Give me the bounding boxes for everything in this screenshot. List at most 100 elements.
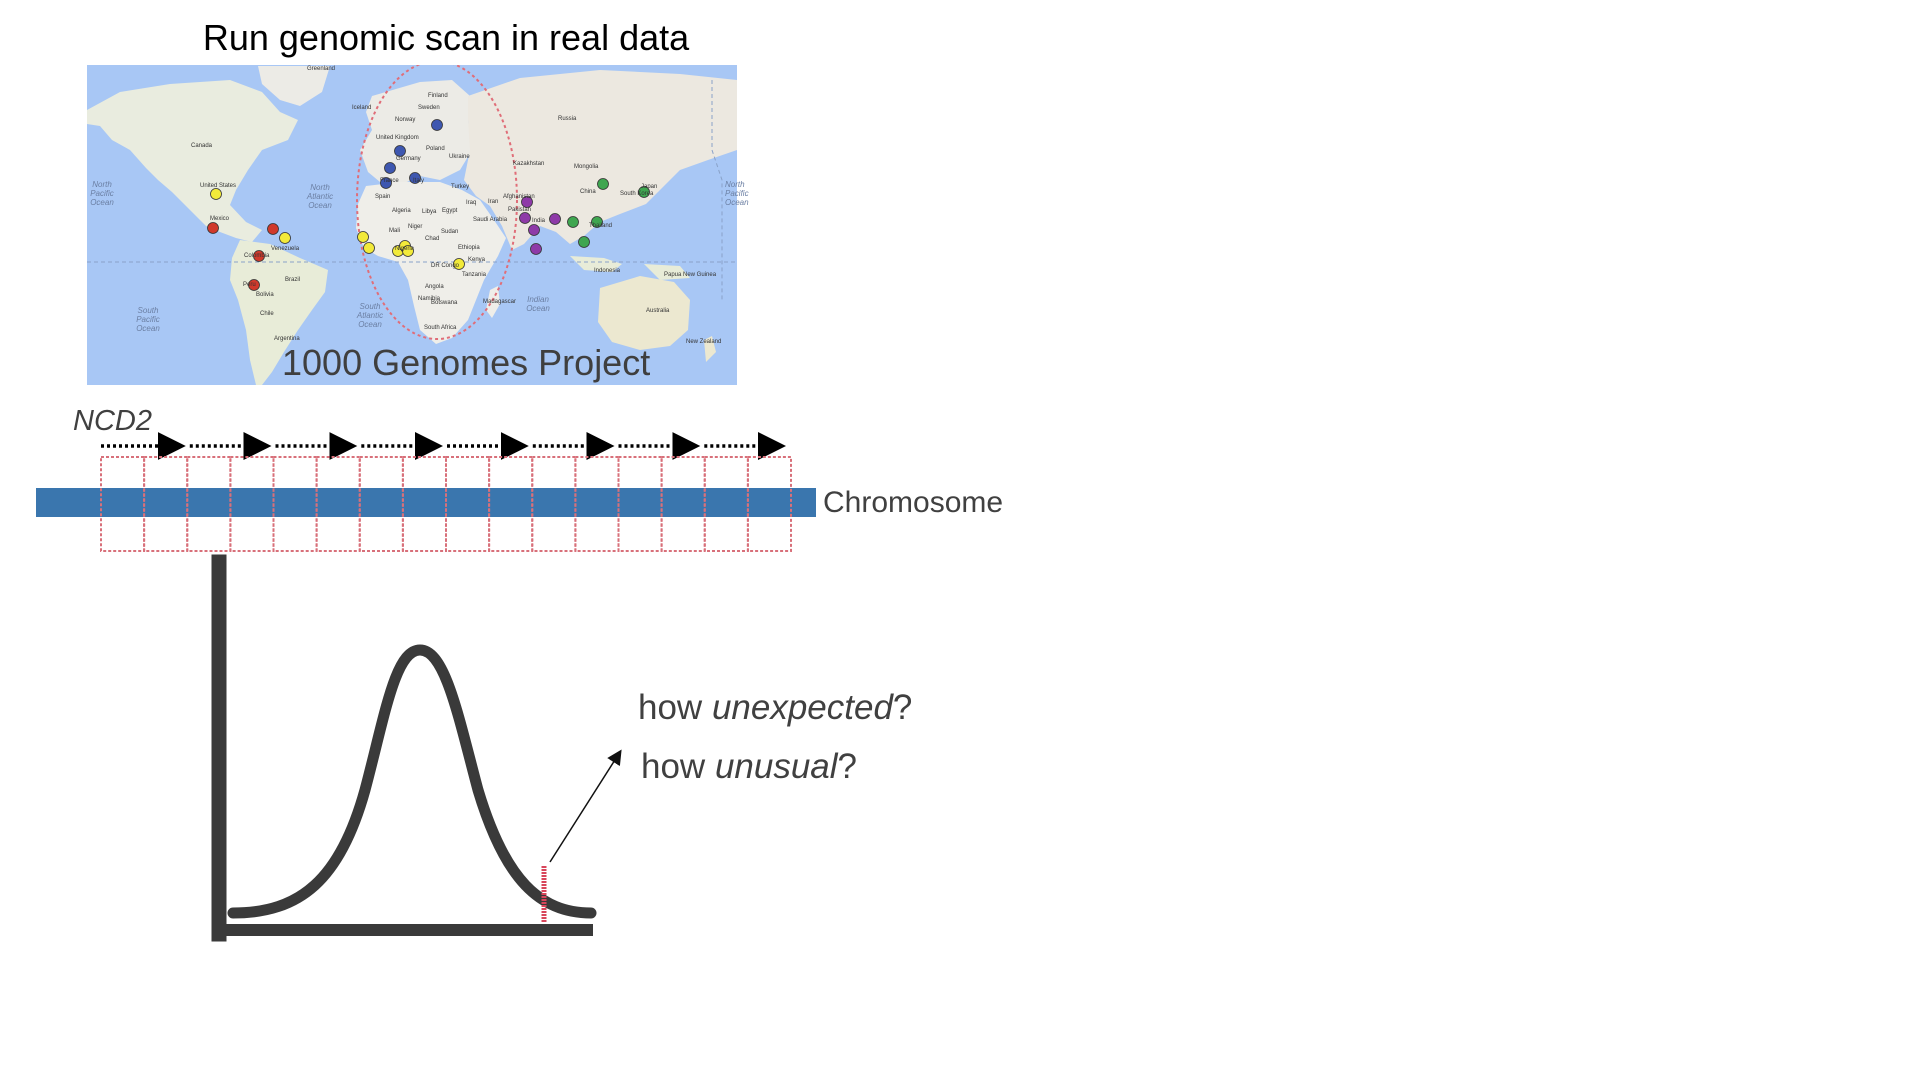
population-dot-amr — [267, 223, 279, 235]
scan-windows — [100, 456, 793, 552]
population-dot-amr — [207, 222, 219, 234]
map-landmass-north-america — [87, 80, 298, 242]
map-ocean-label: North Pacific Ocean — [90, 180, 114, 207]
map-country-label: Colombia — [244, 253, 270, 259]
population-dot-afr — [210, 188, 222, 200]
map-country-label: Madagascar — [483, 299, 517, 305]
map-ocean-label: Indian Ocean — [526, 295, 550, 313]
map-country-label: South Africa — [424, 325, 457, 331]
map-country-label: Kenya — [468, 257, 486, 263]
map-country-label: Namibia — [418, 296, 441, 302]
map-country-label: China — [580, 189, 596, 195]
population-dot-amr — [248, 279, 260, 291]
map-landmass-indonesia — [570, 256, 622, 272]
map-country-label: France — [380, 178, 399, 184]
scan-window — [746, 456, 793, 552]
world-map — [87, 65, 737, 385]
population-dot-afr — [279, 232, 291, 244]
population-dots — [207, 119, 650, 291]
map-ocean-label: South Atlantic Ocean — [356, 302, 384, 329]
map-caption: 1000 Genomes Project — [282, 342, 651, 383]
map-country-label: Libya — [422, 209, 437, 215]
population-dot-eas — [591, 216, 603, 228]
population-dot-afr — [402, 245, 414, 257]
map-country-label: Mali — [389, 228, 401, 234]
slide-title: Run genomic scan in real data — [202, 17, 690, 58]
population-dot-eur — [431, 119, 443, 131]
map-country-label: Angola — [425, 284, 444, 290]
map-ocean-label: South Pacific Ocean — [136, 306, 160, 333]
map-landmass-new-zealand — [704, 336, 716, 362]
population-dot-eas — [597, 178, 609, 190]
question-unusual-prefix: how — [641, 747, 715, 786]
map-country-label: Finland — [428, 93, 448, 99]
map-country-label: Canada — [191, 143, 213, 149]
map-country-label: Sudan — [441, 229, 459, 235]
population-dot-sas — [528, 224, 540, 236]
population-dot-eas — [567, 216, 579, 228]
population-dot-eur — [384, 162, 396, 174]
map-landmass-australia — [598, 276, 690, 350]
map-landmass-south-america — [230, 240, 328, 385]
map-country-label: Mongolia — [574, 164, 599, 170]
map-country-label: Pakistan — [508, 207, 532, 213]
population-dot-sas — [530, 243, 542, 255]
population-dot-eas — [578, 236, 590, 248]
map-country-label: Niger — [408, 224, 423, 230]
map-country-label: Turkey — [451, 184, 470, 190]
map-country-label: Sweden — [418, 105, 440, 111]
chromosome-scan — [36, 432, 816, 552]
map-country-label: Japan — [641, 184, 658, 190]
question-unexpected-prefix: how — [638, 688, 712, 727]
population-dot-eur — [380, 177, 392, 189]
map-country-label: Papua New Guinea — [664, 272, 717, 278]
map-country-label: Australia — [646, 308, 670, 314]
population-dot-amr — [253, 250, 265, 262]
map-country-label: Chile — [260, 311, 274, 317]
map-country-label: Iraq — [466, 200, 477, 206]
null-distribution-plot — [211, 554, 622, 942]
map-landmass-new-guinea — [644, 264, 690, 280]
map-landmass-europe — [360, 80, 472, 186]
map-country-label: Bolivia — [256, 292, 274, 298]
map-country-label: Algeria — [392, 208, 411, 214]
map-landmass-greenland — [258, 66, 330, 106]
map-country-label: Nigeria — [395, 246, 415, 252]
map-country-label: United Kingdom — [376, 135, 419, 141]
map-dateline — [711, 80, 723, 300]
population-dot-afr — [363, 242, 375, 254]
map-country-label: South Korea — [620, 191, 654, 197]
map-country-label: Norway — [395, 117, 416, 123]
map-country-label: Thailand — [589, 223, 613, 229]
population-dot-afr — [357, 231, 369, 243]
map-country-label: Afghanistan — [503, 194, 535, 200]
map-country-label: Mexico — [210, 216, 230, 222]
population-dot-sas — [521, 196, 533, 208]
map-country-label: Brazil — [285, 277, 301, 283]
map-country-label: DR Congo — [431, 263, 460, 269]
map-country-label: Iceland — [352, 105, 372, 111]
statistic-label: NCD2 — [73, 405, 152, 437]
map-country-label: Saudi Arabia — [473, 217, 508, 223]
chromosome-bar — [36, 488, 816, 517]
map-landmass-africa — [356, 182, 506, 344]
map-country-label: New Zealand — [686, 339, 722, 345]
map-landmass-asia — [464, 70, 737, 250]
population-dot-eur — [409, 172, 421, 184]
question-unexpected: how unexpected? — [638, 688, 912, 728]
map-country-label: Ukraine — [449, 154, 470, 160]
map-country-label: India — [532, 218, 546, 224]
question-arrow — [549, 749, 622, 863]
map-country-label: Poland — [426, 146, 445, 152]
map-country-label: United States — [200, 183, 237, 189]
map-landmass-japan — [650, 160, 668, 192]
population-dot-sas — [519, 212, 531, 224]
map-country-label: Ethiopia — [458, 245, 480, 251]
map-country-label: Argentina — [274, 336, 300, 342]
population-dot-afr — [453, 258, 465, 270]
question-unusual-suffix: ? — [837, 747, 858, 786]
population-dot-eas — [638, 186, 650, 198]
map-ocean-label: North Atlantic Ocean — [306, 183, 334, 210]
map-country-label: Peru — [243, 282, 256, 288]
map-country-label: Venezuela — [271, 246, 300, 252]
